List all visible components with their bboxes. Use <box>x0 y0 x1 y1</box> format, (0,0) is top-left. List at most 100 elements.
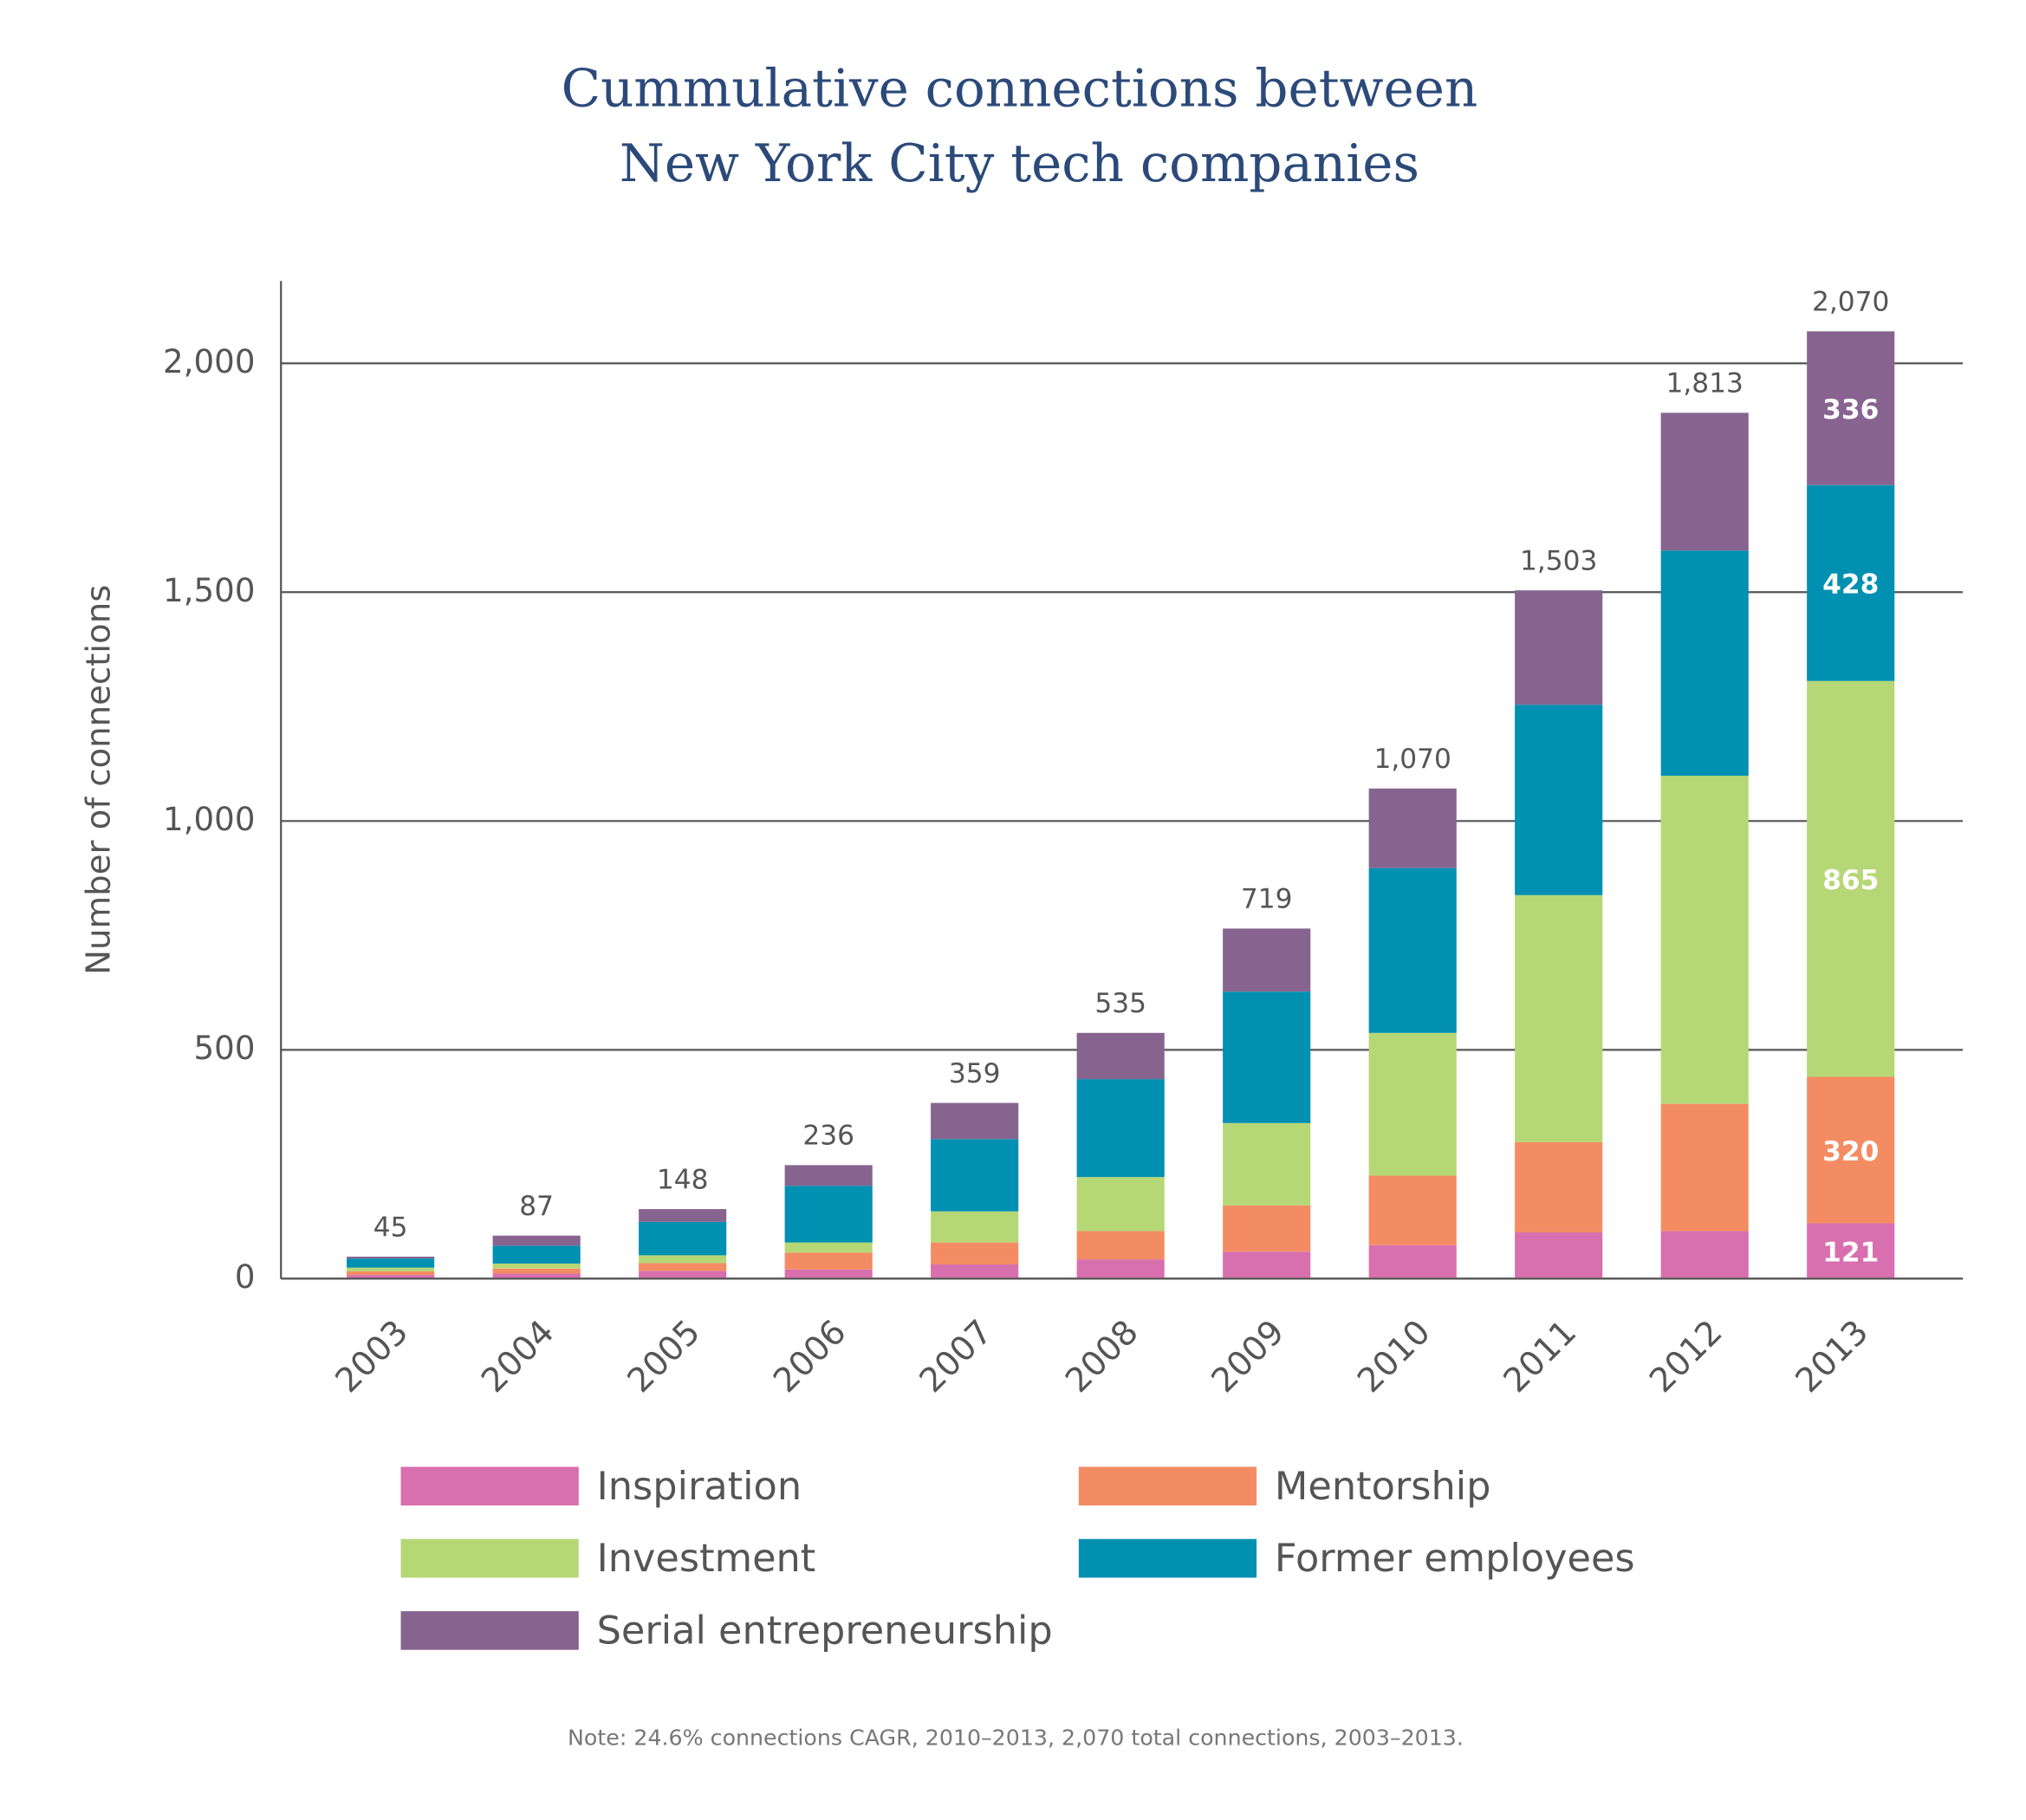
total-label: 359 <box>949 1058 1001 1089</box>
total-label: 1,813 <box>1666 368 1744 400</box>
bar-segment <box>1807 1223 1895 1279</box>
y-tick-label: 2,000 <box>163 342 255 380</box>
chart-title: New York City tech companies <box>620 134 1419 194</box>
bar-segment <box>1368 868 1457 1033</box>
total-label: 236 <box>802 1121 854 1152</box>
bar-segment <box>347 1271 435 1276</box>
bar-segment <box>784 1269 873 1279</box>
bar-segment <box>492 1235 581 1246</box>
x-tick-label: 2009 <box>1205 1313 1292 1401</box>
x-tick-label: 2003 <box>328 1313 416 1401</box>
legend-label: Inspiration <box>597 1464 802 1509</box>
legend-swatch <box>1078 1466 1257 1506</box>
bar-segment <box>347 1257 435 1259</box>
total-label: 1,070 <box>1374 744 1451 775</box>
segment-label: 320 <box>1822 1136 1879 1167</box>
bar-segment <box>347 1275 435 1279</box>
x-tick-label: 2006 <box>766 1313 854 1401</box>
bar-segment <box>1368 1245 1457 1279</box>
x-tick-label: 2005 <box>620 1313 708 1401</box>
bar-segment <box>784 1186 873 1243</box>
total-label: 2,070 <box>1812 287 1889 318</box>
bar-segment <box>1515 590 1603 705</box>
bar-segment <box>1515 705 1603 895</box>
bar-segment <box>784 1252 873 1270</box>
bar-segment <box>784 1242 873 1253</box>
bar-segment <box>1807 331 1895 485</box>
bar-segment <box>1076 1079 1165 1178</box>
segment-label: 336 <box>1822 394 1879 426</box>
bar-segment <box>1368 788 1457 868</box>
bar-segment <box>1223 928 1311 992</box>
note: Note: 24.6% connections CAGR, 2010–2013,… <box>568 1725 1464 1750</box>
y-tick-label: 1,500 <box>163 571 255 609</box>
y-tick-label: 1,000 <box>163 800 255 838</box>
bar-segment <box>492 1263 581 1269</box>
bar-segment <box>931 1242 1019 1264</box>
legend-label: Serial entrepreneurship <box>597 1608 1053 1653</box>
chart-title: Cummulative connections between <box>562 60 1478 120</box>
bar-segment <box>784 1165 873 1186</box>
x-tick-label: 2007 <box>912 1313 1000 1401</box>
legend-swatch <box>400 1466 579 1506</box>
total-label: 45 <box>373 1212 408 1243</box>
legend-swatch <box>400 1538 579 1578</box>
bar-segment <box>639 1221 727 1256</box>
x-tick-label: 2010 <box>1350 1313 1438 1401</box>
bar-segment <box>931 1102 1019 1140</box>
bar-segment <box>1660 413 1749 551</box>
y-tick-label: 0 <box>235 1258 256 1296</box>
legend-label: Mentorship <box>1275 1464 1491 1509</box>
bar-segment <box>1807 1076 1895 1224</box>
bar-segment <box>1660 1103 1749 1232</box>
bar-segment <box>1076 1231 1165 1260</box>
y-axis-label: Number of connections <box>80 585 119 975</box>
bar-segment <box>1807 680 1895 1077</box>
total-label: 719 <box>1241 884 1293 915</box>
bar-segment <box>492 1245 581 1264</box>
bar-segment <box>1807 484 1895 681</box>
legend-swatch <box>1078 1538 1257 1578</box>
bar-segment <box>492 1273 581 1279</box>
bar-segment <box>1515 1141 1603 1233</box>
total-label: 535 <box>1094 988 1146 1019</box>
bar-segment <box>639 1255 727 1264</box>
x-tick-label: 2013 <box>1789 1313 1876 1401</box>
x-tick-label: 2012 <box>1642 1313 1730 1401</box>
segment-label: 865 <box>1822 865 1879 896</box>
total-label: 1,503 <box>1520 545 1597 576</box>
bar-segment <box>931 1139 1019 1212</box>
bar-segment <box>1223 1205 1311 1252</box>
x-tick-label: 2011 <box>1497 1313 1584 1401</box>
bar-segment <box>1076 1032 1165 1080</box>
legend-label: Former employees <box>1275 1536 1635 1581</box>
bar-segment <box>1076 1177 1165 1232</box>
bar-segment <box>1223 991 1311 1123</box>
bar-segment <box>639 1263 727 1271</box>
x-tick-label: 2008 <box>1058 1313 1146 1401</box>
bar-segment <box>1660 776 1749 1104</box>
bar-segment <box>931 1211 1019 1243</box>
bar-segment <box>1368 1175 1457 1245</box>
total-label: 87 <box>519 1191 554 1222</box>
segment-label: 428 <box>1822 569 1879 601</box>
legend-label: Investment <box>597 1536 816 1581</box>
legend-swatch <box>400 1611 579 1650</box>
bar-segment <box>1660 1231 1749 1279</box>
bar-segment <box>1368 1032 1457 1176</box>
bar-segment <box>492 1268 581 1274</box>
bar-segment <box>1223 1122 1311 1206</box>
bar-segment <box>347 1258 435 1268</box>
segment-label: 121 <box>1822 1237 1879 1268</box>
bar-segment <box>931 1264 1019 1279</box>
x-tick-label: 2004 <box>474 1313 562 1401</box>
bar-segment <box>1660 550 1749 777</box>
bar-segment <box>639 1209 727 1222</box>
bar-segment <box>1515 1232 1603 1279</box>
bar-segment <box>1515 894 1603 1142</box>
bar-segment <box>1223 1251 1311 1279</box>
total-label: 148 <box>657 1164 709 1195</box>
bar-segment <box>347 1267 435 1271</box>
bar-segment <box>1076 1259 1165 1279</box>
